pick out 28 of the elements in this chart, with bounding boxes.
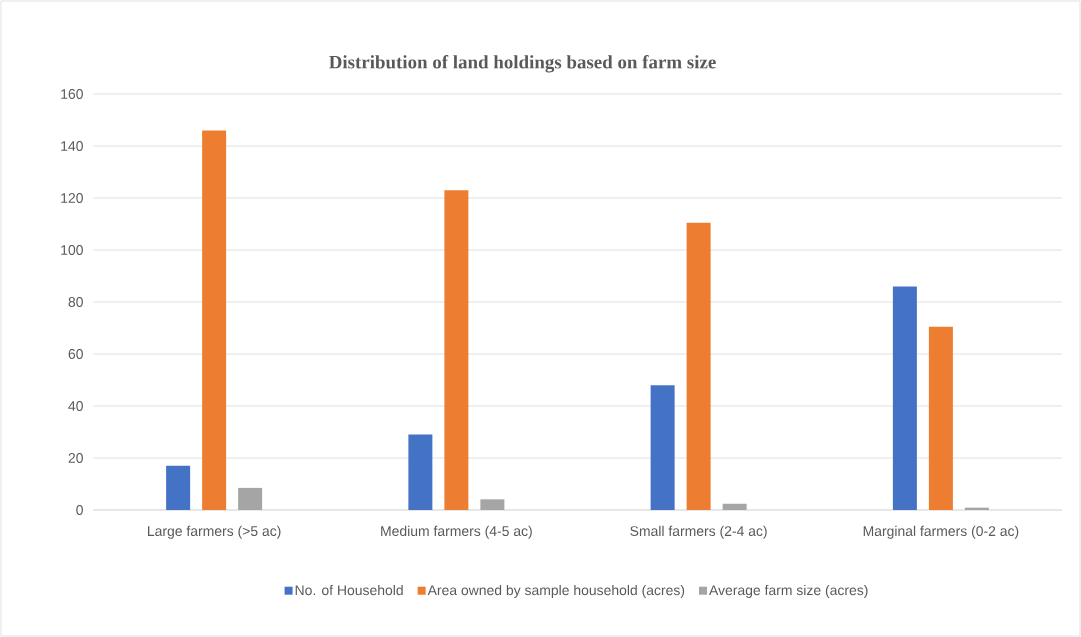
bar	[480, 499, 505, 510]
bar	[722, 503, 747, 510]
bar	[202, 130, 227, 510]
y-tick-label: 40	[68, 401, 83, 411]
x-tick-label: Marginal farmers (0-2 ac)	[863, 525, 1019, 539]
chart-title: Distribution of land holdings based on farm size	[329, 54, 716, 73]
y-tick-label: 140	[61, 141, 83, 151]
x-tick-label: Large farmers (>5 ac)	[148, 525, 281, 539]
legend-label: Average farm size (acres)	[709, 584, 868, 598]
bar	[408, 434, 433, 510]
bar	[238, 487, 263, 510]
legend-label: Area owned by sample household (acres)	[427, 584, 685, 598]
y-tick-label: 120	[61, 193, 83, 203]
bar	[444, 190, 469, 510]
bar	[166, 465, 191, 510]
bar	[650, 385, 675, 510]
bar	[928, 326, 953, 510]
y-tick-label: 100	[61, 245, 83, 255]
y-tick-label: 160	[61, 89, 83, 99]
y-tick-label: 60	[68, 349, 83, 359]
x-tick-label: Small farmers (2-4 ac)	[630, 525, 767, 539]
bar	[892, 286, 917, 510]
bar	[686, 222, 711, 510]
y-tick-label: 80	[68, 297, 83, 307]
x-tick-label: Medium farmers (4-5 ac)	[381, 525, 532, 539]
legend-label: No. of Household	[295, 584, 403, 596]
y-tick-label: 0	[76, 505, 83, 515]
y-tick-label: 20	[68, 453, 83, 463]
